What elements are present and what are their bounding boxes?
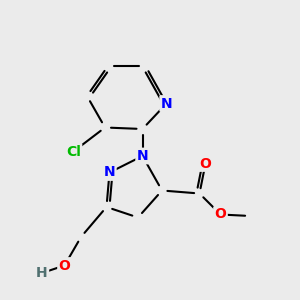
- Text: N: N: [104, 166, 115, 179]
- Text: O: O: [214, 208, 226, 221]
- Text: H: H: [36, 266, 48, 280]
- Text: O: O: [58, 259, 70, 272]
- Text: O: O: [200, 157, 211, 170]
- Text: N: N: [137, 149, 148, 163]
- Text: Cl: Cl: [66, 145, 81, 158]
- Text: N: N: [161, 97, 172, 110]
